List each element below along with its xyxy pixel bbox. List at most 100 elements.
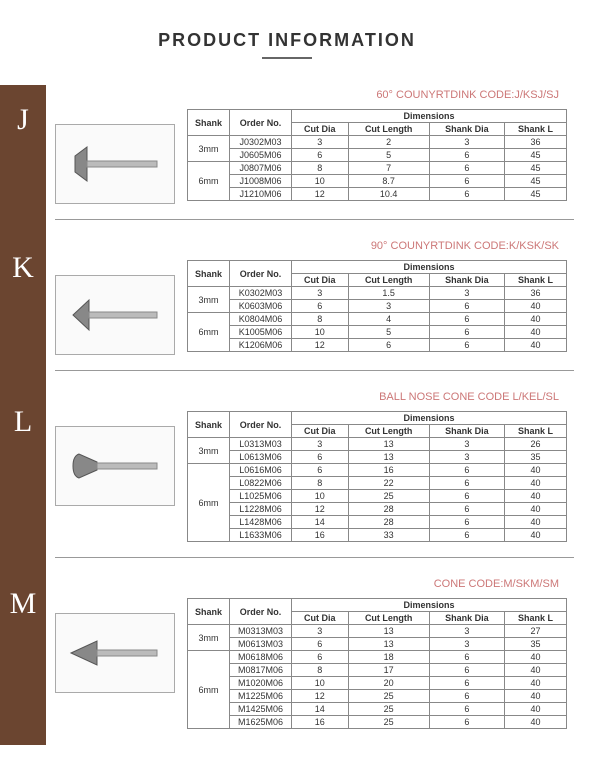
table-row: M0817M06817640 [188, 664, 567, 677]
cell-shank-dia: 6 [429, 503, 504, 516]
col-shank-l: Shank L [504, 274, 566, 287]
cell-order: L0313M03 [230, 438, 292, 451]
col-shank-dia: Shank Dia [429, 612, 504, 625]
cell-shank-dia: 6 [429, 716, 504, 729]
cell-cut-length: 28 [348, 503, 429, 516]
cell-order: L0616M06 [230, 464, 292, 477]
dimensions-table: ShankOrder No.DimensionsCut DiaCut Lengt… [187, 260, 567, 352]
cell-shank-dia: 6 [429, 188, 504, 201]
cell-cut-length: 1.5 [348, 287, 429, 300]
cell-shank-dia: 6 [429, 326, 504, 339]
cell-order: K0302M03 [230, 287, 292, 300]
cell-cut-length: 3 [348, 300, 429, 313]
cell-cut-length: 25 [348, 703, 429, 716]
cell-cut-dia: 6 [292, 451, 349, 464]
cell-shank-dia: 3 [429, 438, 504, 451]
cell-order: J1210M06 [230, 188, 292, 201]
cell-cut-length: 13 [348, 638, 429, 651]
cell-shank: 6mm [188, 162, 230, 201]
cell-shank-l: 27 [504, 625, 566, 638]
cell-shank-dia: 6 [429, 477, 504, 490]
section-heading: 90° COUNYRTDINK CODE:K/KSK/SK [55, 240, 574, 252]
table-row: M0613M03613335 [188, 638, 567, 651]
cell-cut-length: 22 [348, 477, 429, 490]
col-shank: Shank [188, 110, 230, 136]
cell-shank-l: 40 [504, 651, 566, 664]
cell-order: M1625M06 [230, 716, 292, 729]
cell-shank-l: 40 [504, 703, 566, 716]
cell-shank-l: 40 [504, 300, 566, 313]
cell-shank: 6mm [188, 651, 230, 729]
cell-order: M0313M03 [230, 625, 292, 638]
table-row: 3mmM0313M03313327 [188, 625, 567, 638]
cell-shank-l: 40 [504, 326, 566, 339]
section-k: 90° COUNYRTDINK CODE:K/KSK/SK ShankOrder … [55, 230, 574, 371]
table-row: 6mmJ0807M0687645 [188, 162, 567, 175]
cell-shank-dia: 6 [429, 490, 504, 503]
cell-order: K1206M06 [230, 339, 292, 352]
cell-cut-length: 25 [348, 490, 429, 503]
cell-shank-l: 45 [504, 162, 566, 175]
cell-shank-l: 35 [504, 451, 566, 464]
cell-cut-dia: 6 [292, 149, 349, 162]
cell-shank-dia: 6 [429, 149, 504, 162]
cell-cut-dia: 12 [292, 503, 349, 516]
table-row: L0822M06822640 [188, 477, 567, 490]
section-letter-m: M [0, 587, 46, 621]
col-order: Order No. [230, 412, 292, 438]
cell-shank-dia: 6 [429, 300, 504, 313]
col-order: Order No. [230, 110, 292, 136]
col-cut-length: Cut Length [348, 612, 429, 625]
cell-shank-dia: 3 [429, 451, 504, 464]
section-heading: CONE CODE:M/SKM/SM [55, 578, 574, 590]
cell-order: M0613M03 [230, 638, 292, 651]
col-dimensions: Dimensions [292, 599, 567, 612]
table-row: 3mmK0302M0331.5336 [188, 287, 567, 300]
cell-shank-l: 40 [504, 690, 566, 703]
cell-shank-l: 40 [504, 529, 566, 542]
cell-shank-l: 45 [504, 149, 566, 162]
table-row: L1228M061228640 [188, 503, 567, 516]
cell-shank-l: 40 [504, 477, 566, 490]
cell-shank-dia: 3 [429, 625, 504, 638]
cell-shank-l: 36 [504, 287, 566, 300]
cell-shank-dia: 6 [429, 529, 504, 542]
table-row: J1210M061210.4645 [188, 188, 567, 201]
dimensions-table: ShankOrder No.DimensionsCut DiaCut Lengt… [187, 109, 567, 201]
cell-cut-dia: 14 [292, 516, 349, 529]
cell-shank-dia: 3 [429, 638, 504, 651]
title-underline [262, 57, 312, 59]
cell-shank-dia: 6 [429, 651, 504, 664]
dimensions-table: ShankOrder No.DimensionsCut DiaCut Lengt… [187, 598, 567, 729]
cell-cut-dia: 6 [292, 464, 349, 477]
cell-cut-length: 2 [348, 136, 429, 149]
col-cut-dia: Cut Dia [292, 274, 349, 287]
cell-cut-length: 4 [348, 313, 429, 326]
cell-shank-l: 45 [504, 188, 566, 201]
cell-shank-l: 40 [504, 664, 566, 677]
cell-cut-length: 20 [348, 677, 429, 690]
page-title: PRODUCT INFORMATION [0, 30, 574, 51]
col-shank: Shank [188, 599, 230, 625]
cell-cut-dia: 12 [292, 188, 349, 201]
cell-order: M0817M06 [230, 664, 292, 677]
col-shank-dia: Shank Dia [429, 274, 504, 287]
cell-shank: 3mm [188, 438, 230, 464]
cell-cut-length: 10.4 [348, 188, 429, 201]
table-row: M1225M061225640 [188, 690, 567, 703]
product-image [55, 275, 175, 355]
cell-cut-dia: 3 [292, 625, 349, 638]
table-row: 6mmL0616M06616640 [188, 464, 567, 477]
cell-order: M0618M06 [230, 651, 292, 664]
cell-shank-l: 40 [504, 716, 566, 729]
section-heading: 60° COUNYRTDINK CODE:J/KSJ/SJ [55, 89, 574, 101]
section-l: BALL NOSE CONE CODE L/KEL/SLShankOrder N… [55, 381, 574, 558]
cell-cut-dia: 10 [292, 326, 349, 339]
cell-order: J1008M06 [230, 175, 292, 188]
cell-cut-dia: 10 [292, 490, 349, 503]
cell-order: L0822M06 [230, 477, 292, 490]
cell-cut-dia: 6 [292, 300, 349, 313]
cell-shank-dia: 6 [429, 516, 504, 529]
cell-order: J0807M06 [230, 162, 292, 175]
cell-order: L1428M06 [230, 516, 292, 529]
